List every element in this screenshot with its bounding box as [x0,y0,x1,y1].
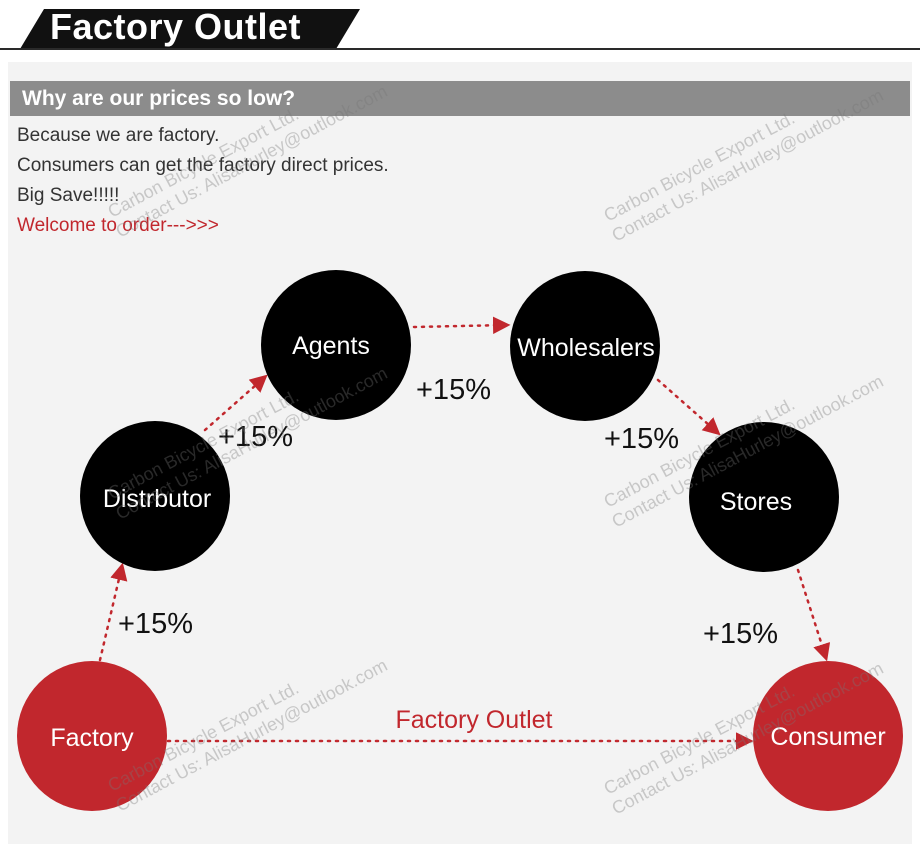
node-factory: Factory [17,661,167,811]
intro-line-2: Consumers can get the factory direct pri… [17,155,389,176]
node-stores: Stores [689,422,839,572]
markup-label-distributor-agents: +15% [218,421,293,453]
watermark-line2: Contact Us: AlisaHurley@outlook.com [608,85,886,246]
node-stores-label: Stores [720,488,792,516]
title-banner [20,9,360,49]
watermark-line1: Carbon Bicycle Export Ltd. [600,108,798,226]
arrow-distributor-to-agents [203,374,268,432]
arrow-stores-to-consumer [796,568,831,662]
section-header-bar [10,81,910,116]
markup-label-agents-wholesalers: +15% [416,374,491,406]
node-agents-label: Agents [292,332,370,360]
watermark-line2: Contact Us: AlisaHurley@outlook.com [112,81,390,242]
node-wholesalers-label: Wholesalers [517,334,655,362]
direct-route-label: Factory Outlet [396,706,553,734]
banner-divider [0,48,920,50]
section-heading: Why are our prices so low? [22,87,296,110]
intro-line-1: Because we are factory. [17,125,220,146]
node-distributor-label: Distrbutor [103,485,211,513]
arrow-factory-to-distributor [98,562,128,662]
node-agents: Agents [261,270,411,420]
node-distributor: Distrbutor [80,421,230,571]
watermark-line1: Carbon Bicycle Export Ltd. [104,104,302,222]
markup-label-factory-distributor: +15% [118,608,193,640]
arrow-wholesalers-to-stores [656,378,721,436]
order-link[interactable]: Welcome to order--->>> [17,215,219,236]
banner-title: Factory Outlet [50,6,302,47]
node-consumer-label: Consumer [770,723,885,751]
arrow-agents-to-wholesalers [412,316,511,335]
node-factory-label: Factory [50,724,134,752]
markup-label-wholesalers-stores: +15% [604,423,679,455]
intro-line-3: Big Save!!!!! [17,185,120,206]
node-consumer: Consumer [753,661,903,811]
node-wholesalers: Wholesalers [510,271,660,421]
markup-label-stores-consumer: +15% [703,618,778,650]
